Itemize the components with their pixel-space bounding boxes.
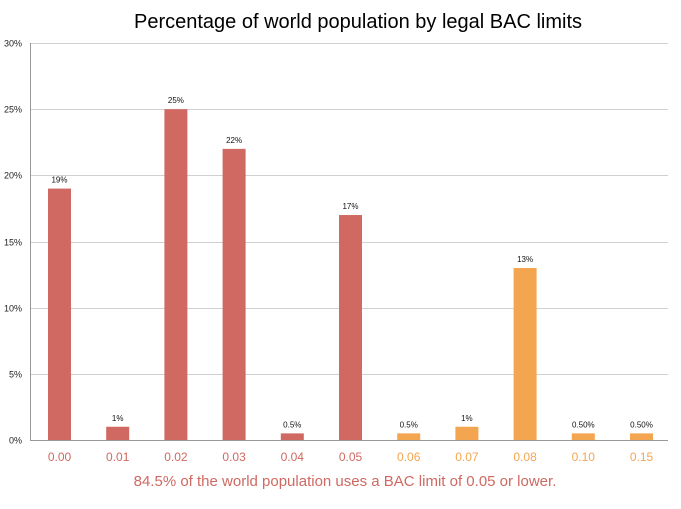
x-tick-label: 0.01 [106,450,130,464]
x-tick-label: 0.15 [630,450,654,464]
bar [455,426,479,440]
bar [571,433,595,440]
x-tick-label: 0.00 [48,450,72,464]
data-label: 0.50% [572,420,595,429]
data-label: 25% [168,96,184,105]
chart-annotation: 84.5% of the world population uses a BAC… [134,473,557,490]
data-label: 1% [461,414,473,423]
x-tick-label: 0.03 [222,450,246,464]
data-label: 0.5% [283,420,301,429]
y-tick-label: 10% [4,304,22,314]
bar [513,267,537,440]
x-tick-label: 0.05 [339,450,363,464]
bar [106,426,130,440]
bar [280,433,304,440]
chart-title: Percentage of world population by legal … [134,11,582,33]
x-tick-label: 0.02 [164,450,188,464]
bar [630,433,653,440]
bar [339,215,362,440]
y-tick-label: 20% [4,171,22,181]
y-tick-label: 0% [9,436,22,446]
bar [48,188,71,440]
y-axis-ticks: 0% 5% 10% 15% 20% 25% 30% [4,39,22,446]
data-label: 19% [51,176,67,185]
data-label: 22% [226,136,242,145]
data-label: 17% [342,202,358,211]
x-tick-label: 0.10 [572,450,596,464]
x-tick-label: 0.08 [513,450,537,464]
data-label: 0.50% [630,420,653,429]
data-label: 1% [112,414,124,423]
bars [48,109,653,441]
y-tick-label: 15% [4,238,22,248]
y-tick-label: 30% [4,39,22,49]
y-tick-label: 5% [9,370,22,380]
data-label: 13% [517,255,533,264]
x-axis-ticks: 0.00 0.01 0.02 0.03 0.04 0.05 0.06 0.07 0.08 0.10… [48,450,654,464]
data-label: 0.5% [400,420,418,429]
bar [164,109,188,441]
x-tick-label: 0.04 [281,450,305,464]
x-tick-label: 0.07 [455,450,479,464]
y-tick-label: 25% [4,105,22,115]
bar [222,148,246,440]
bar [397,433,421,440]
data-labels: 19% 1% 25% 22% 0.5% 17% 0.5% 1% 13% 0.50% 0.50% [51,96,652,429]
x-tick-label: 0.06 [397,450,421,464]
